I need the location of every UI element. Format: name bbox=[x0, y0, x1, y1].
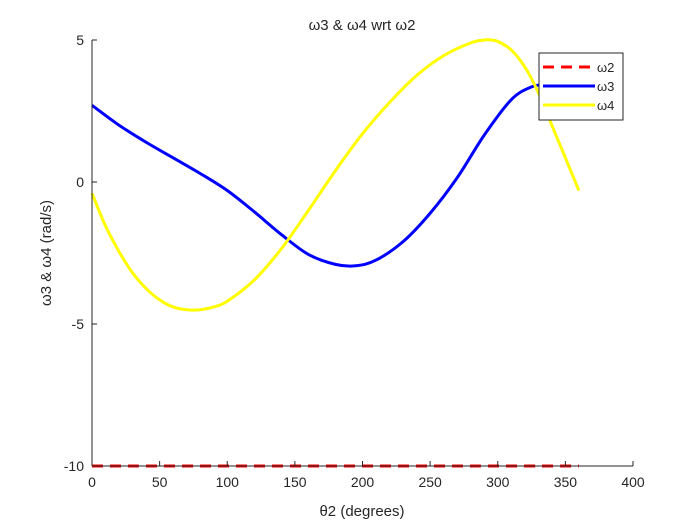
x-axis-title: θ2 (degrees) bbox=[319, 503, 404, 520]
x-tick-label: 0 bbox=[88, 474, 96, 490]
axes: 0 50 100 150 200 250 300 350 400 -10 -5 0 5 bbox=[64, 32, 645, 490]
legend-label: ω3 bbox=[597, 79, 614, 94]
legend-label: ω4 bbox=[597, 98, 614, 113]
x-tick-label: 300 bbox=[486, 474, 510, 490]
x-tick-label: 400 bbox=[621, 474, 645, 490]
x-tick-label: 100 bbox=[216, 474, 240, 490]
y-tick-label: 0 bbox=[76, 174, 84, 190]
series-line-4 bbox=[90, 38, 581, 312]
x-tick-label: 250 bbox=[418, 474, 442, 490]
y-tick-label: -10 bbox=[64, 458, 84, 474]
x-tick-label: 50 bbox=[152, 474, 168, 490]
chart-title: ω3 & ω4 wrt ω2 bbox=[309, 17, 416, 34]
x-tick-label: 200 bbox=[351, 474, 375, 490]
y-tick-label: -5 bbox=[72, 316, 85, 332]
y-tick-label: 5 bbox=[76, 32, 84, 48]
y-axis-title: ω3 & ω4 (rad/s) bbox=[38, 200, 55, 306]
legend: ω2 ω3 ω4 bbox=[538, 52, 624, 121]
legend-label: ω2 bbox=[597, 60, 614, 75]
series-line-3 bbox=[91, 83, 580, 268]
x-tick-label: 150 bbox=[283, 474, 307, 490]
x-tick-label: 350 bbox=[554, 474, 578, 490]
